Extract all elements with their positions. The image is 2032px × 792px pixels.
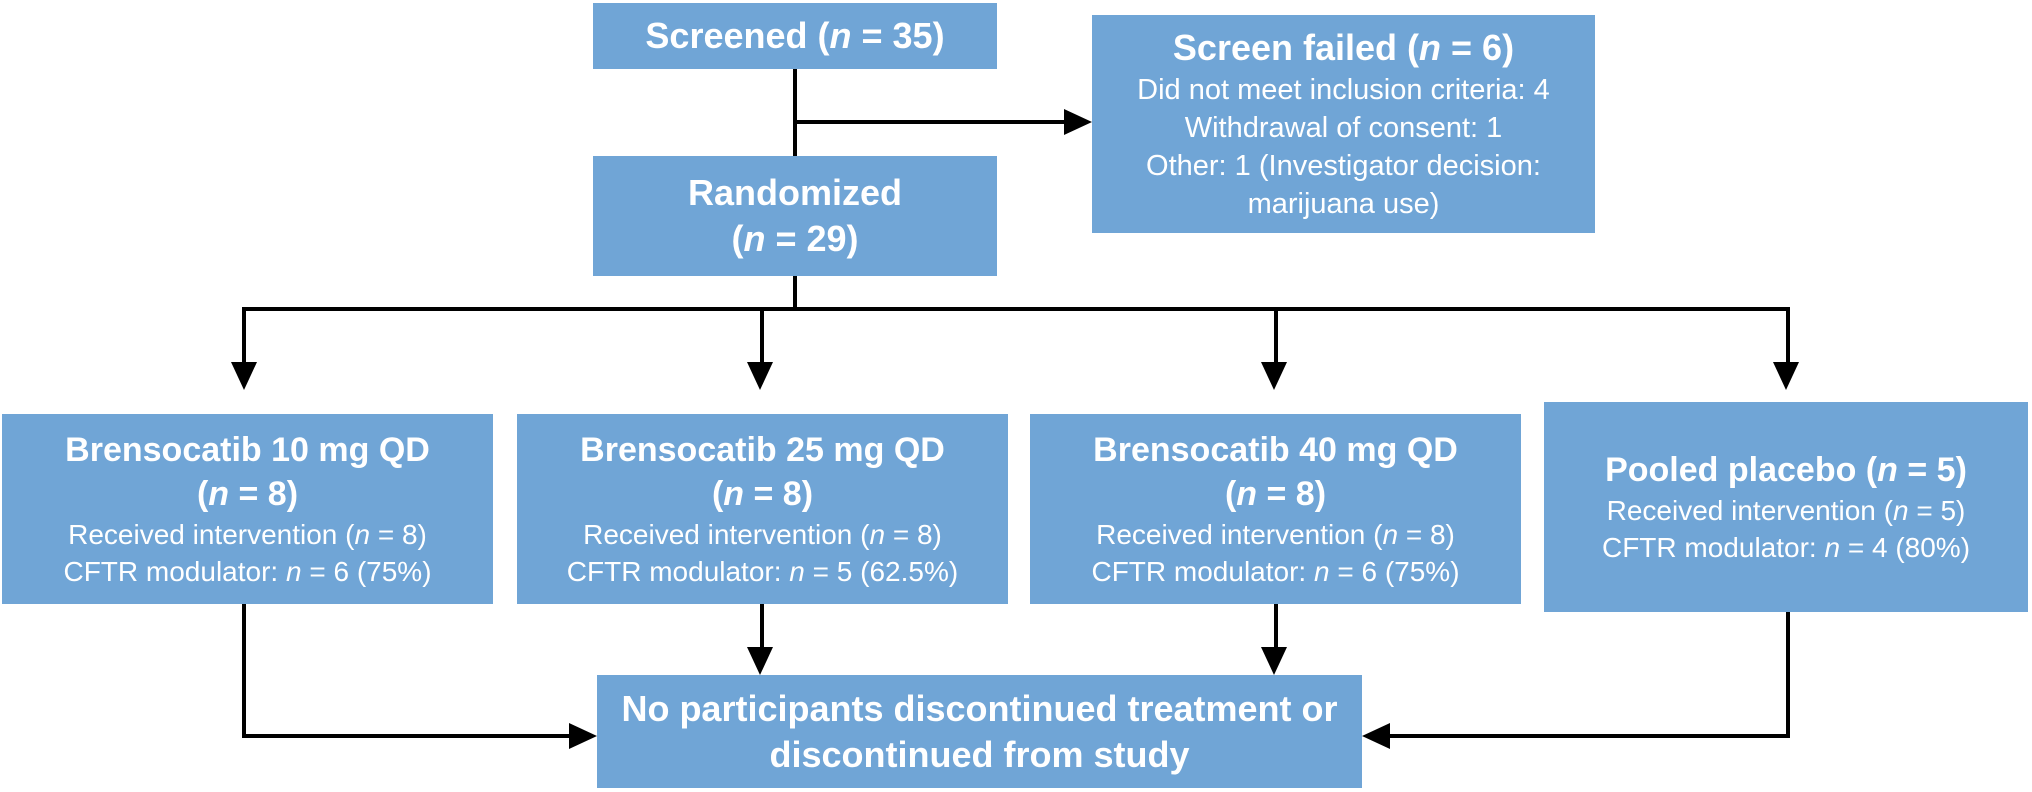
arm-n: (n = 8) [1224, 475, 1327, 513]
arm-n: (n = 8) [196, 475, 299, 513]
connector-placebo-elbow-vertical [1786, 612, 1790, 738]
arm-received-intervention: Received intervention (n = 5) [1606, 495, 1966, 526]
arm-n: (n = 8) [711, 475, 814, 513]
connector-placebo-elbow-horizontal [1390, 734, 1790, 738]
connector-25mg-to-outcome [760, 604, 764, 647]
arm-title: Pooled placebo (n = 5) [1605, 451, 1967, 489]
arrowhead-outcome-from-25mg [747, 647, 773, 675]
outcome-box: No participants discontinued treatment o… [597, 675, 1362, 788]
arm-box-pooled-placebo: Pooled placebo (n = 5) Received interven… [1544, 402, 2028, 612]
arrowhead-arm-40mg [1261, 362, 1287, 390]
arm-title: Brensocatib 40 mg QD [1093, 431, 1458, 469]
arm-received-intervention: Received intervention (n = 8) [1096, 519, 1455, 550]
arm-cftr-modulator: CFTR modulator: n = 5 (62.5%) [566, 556, 959, 587]
arm-cftr-modulator: CFTR modulator: n = 6 (75%) [63, 556, 432, 587]
arm-box-brensocatib-10mg: Brensocatib 10 mg QD (n = 8) Received in… [2, 414, 493, 604]
screen-failed-reason: Withdrawal of consent: 1 [1184, 112, 1503, 144]
arm-title: Brensocatib 10 mg QD [65, 431, 430, 469]
arm-received-intervention: Received intervention (n = 8) [583, 519, 942, 550]
arm-box-brensocatib-40mg: Brensocatib 40 mg QD (n = 8) Received in… [1030, 414, 1521, 604]
connector-10mg-elbow-horizontal [242, 734, 569, 738]
arm-cftr-modulator: CFTR modulator: n = 6 (75%) [1091, 556, 1460, 587]
connector-randomized-to-branch [793, 276, 797, 311]
screened-box: Screened (n = 35) [593, 3, 997, 69]
arrowhead-outcome-from-40mg [1261, 647, 1287, 675]
arrowhead-arm-25mg [747, 362, 773, 390]
arrowhead-outcome-from-10mg [569, 723, 597, 749]
connector-10mg-elbow-vertical [242, 604, 246, 738]
arm-box-brensocatib-25mg: Brensocatib 25 mg QD (n = 8) Received in… [517, 414, 1008, 604]
connector-40mg-to-outcome [1274, 604, 1278, 647]
arrowhead-screen-failed [1064, 109, 1092, 135]
screen-failed-reason: Other: 1 (Investigator decision: marijua… [1146, 150, 1541, 220]
screen-failed-title: Screen failed (n = 6) [1172, 27, 1515, 68]
drop-line-arm-placebo [1786, 307, 1790, 362]
connector-screened-to-randomized [793, 69, 797, 156]
arrowhead-arm-10mg [231, 362, 257, 390]
drop-line-arm-10mg [242, 307, 246, 362]
outcome-label: No participants discontinued treatment o… [621, 687, 1338, 775]
arm-title: Brensocatib 25 mg QD [580, 431, 945, 469]
screen-failed-box: Screen failed (n = 6) Did not meet inclu… [1092, 15, 1595, 233]
randomized-box: Randomized (n = 29) [593, 156, 997, 276]
connector-to-screen-failed [793, 120, 1064, 124]
randomized-count: (n = 29) [731, 218, 859, 259]
arm-cftr-modulator: CFTR modulator: n = 4 (80%) [1601, 532, 1971, 563]
drop-line-arm-40mg [1274, 307, 1278, 362]
screened-label: Screened (n = 35) [645, 15, 945, 56]
arm-received-intervention: Received intervention (n = 8) [68, 519, 427, 550]
randomized-label: Randomized [687, 172, 902, 213]
arrowhead-outcome-from-placebo [1362, 723, 1390, 749]
arrowhead-arm-placebo [1773, 362, 1799, 390]
screen-failed-reason: Did not meet inclusion criteria: 4 [1137, 74, 1550, 106]
drop-line-arm-25mg [760, 307, 764, 362]
branch-line [242, 307, 1790, 311]
